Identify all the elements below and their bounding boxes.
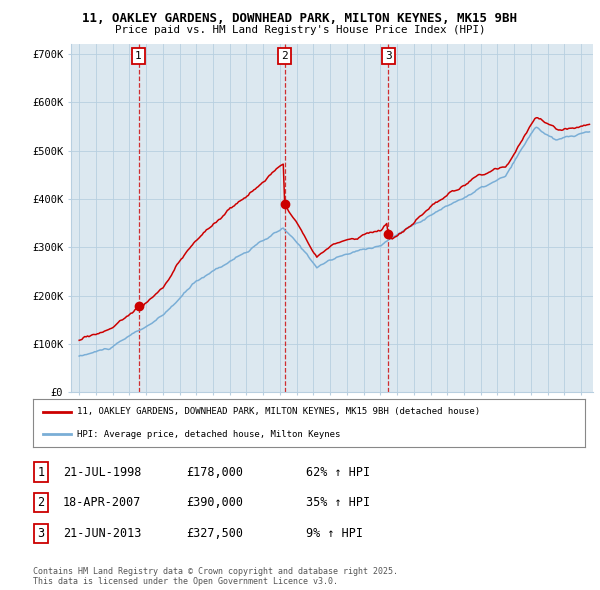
Text: HPI: Average price, detached house, Milton Keynes: HPI: Average price, detached house, Milt… xyxy=(77,430,341,438)
Text: 21-JUL-1998: 21-JUL-1998 xyxy=(63,466,142,478)
Text: 1: 1 xyxy=(37,466,44,478)
Text: 1: 1 xyxy=(135,51,142,61)
Text: Contains HM Land Registry data © Crown copyright and database right 2025.
This d: Contains HM Land Registry data © Crown c… xyxy=(33,567,398,586)
Text: 2: 2 xyxy=(281,51,289,61)
Text: 11, OAKLEY GARDENS, DOWNHEAD PARK, MILTON KEYNES, MK15 9BH (detached house): 11, OAKLEY GARDENS, DOWNHEAD PARK, MILTO… xyxy=(77,408,480,417)
Text: 9% ↑ HPI: 9% ↑ HPI xyxy=(306,527,363,540)
Text: £178,000: £178,000 xyxy=(186,466,243,478)
Text: Price paid vs. HM Land Registry's House Price Index (HPI): Price paid vs. HM Land Registry's House … xyxy=(115,25,485,35)
Text: 18-APR-2007: 18-APR-2007 xyxy=(63,496,142,509)
Text: 2: 2 xyxy=(37,496,44,509)
Text: 35% ↑ HPI: 35% ↑ HPI xyxy=(306,496,370,509)
Text: 62% ↑ HPI: 62% ↑ HPI xyxy=(306,466,370,478)
Text: £327,500: £327,500 xyxy=(186,527,243,540)
Text: 21-JUN-2013: 21-JUN-2013 xyxy=(63,527,142,540)
Text: 11, OAKLEY GARDENS, DOWNHEAD PARK, MILTON KEYNES, MK15 9BH: 11, OAKLEY GARDENS, DOWNHEAD PARK, MILTO… xyxy=(83,12,517,25)
Text: 3: 3 xyxy=(37,527,44,540)
Text: 3: 3 xyxy=(385,51,392,61)
Text: £390,000: £390,000 xyxy=(186,496,243,509)
